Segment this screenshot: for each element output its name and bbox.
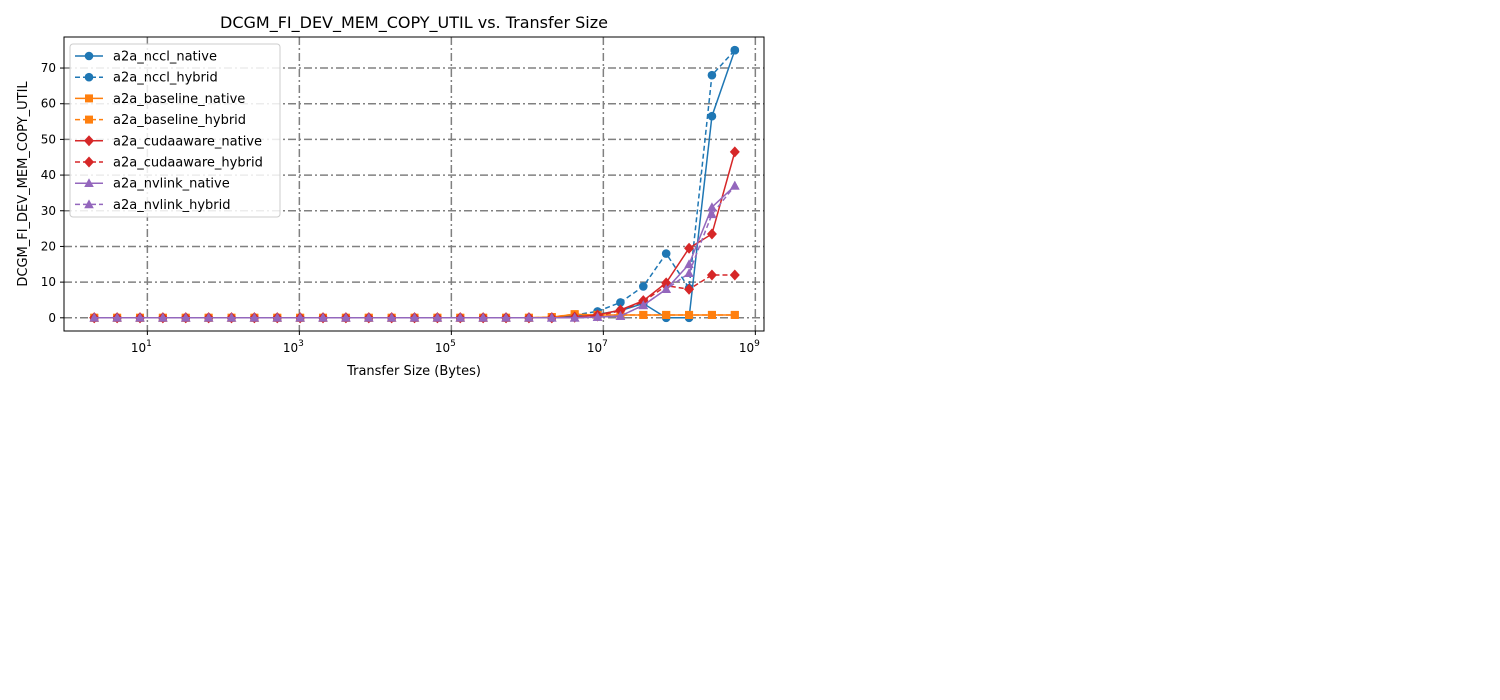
- data-point: [685, 310, 694, 319]
- axis-ticks: 101 103 105 107 109 0 10 20 30 40 50 60 70: [41, 61, 760, 355]
- legend-label: a2a_baseline_hybrid: [113, 113, 246, 128]
- data-point: [363, 312, 374, 322]
- data-point: [180, 312, 191, 322]
- legend-item: a2a_cudaaware_native: [75, 134, 262, 149]
- data-point: [707, 202, 717, 211]
- chart-title: DCGM_FI_DEV_MEM_COPY_UTIL vs. Transfer S…: [220, 13, 608, 33]
- data-point: [318, 312, 328, 322]
- data-point: [662, 310, 671, 319]
- legend-label: a2a_nccl_native: [113, 50, 217, 65]
- data-point: [706, 269, 717, 281]
- data-point: [478, 312, 488, 322]
- data-point: [707, 310, 716, 319]
- data-point: [639, 282, 648, 291]
- legend-item: a2a_nvlink_hybrid: [75, 198, 231, 213]
- x-tick-label: 107: [587, 339, 608, 355]
- data-point: [684, 242, 695, 254]
- y-tick-label: 30: [41, 204, 56, 218]
- plot-frame: [63, 36, 765, 332]
- y-tick-label: 0: [48, 311, 56, 325]
- data-point: [706, 228, 717, 240]
- legend-box: [69, 43, 281, 218]
- x-tick-label: 105: [435, 339, 456, 355]
- data-point: [89, 312, 100, 322]
- data-point: [546, 312, 557, 322]
- data-point: [272, 312, 283, 322]
- legend: a2a_nccl_native a2a_nccl_hybrid a2a_baseli…: [69, 43, 281, 218]
- data-point: [203, 312, 214, 322]
- x-tick-label: 109: [739, 339, 760, 355]
- data-point: [730, 180, 740, 190]
- legend-item: a2a_nccl_hybrid: [75, 71, 218, 86]
- legend-item: a2a_cudaaware_hybrid: [75, 156, 263, 171]
- series-a2a_nvlink_hybrid: [89, 180, 740, 322]
- data-point: [112, 312, 122, 322]
- y-axis-label: DCGM_FI_DEV_MEM_COPY_UTIL: [16, 81, 31, 287]
- data-point: [638, 300, 649, 310]
- data-point: [432, 312, 443, 322]
- data-point: [524, 312, 534, 322]
- legend-label: a2a_cudaaware_native: [113, 134, 262, 149]
- legend-item: a2a_nccl_native: [75, 50, 217, 65]
- y-tick-label: 70: [41, 61, 56, 75]
- x-tick-label: 101: [131, 339, 152, 355]
- legend-item: a2a_nvlink_native: [75, 177, 230, 192]
- data-point: [707, 111, 717, 121]
- y-tick-label: 10: [41, 275, 56, 289]
- legend-marker: [84, 178, 94, 187]
- legend-marker: [84, 135, 94, 147]
- data-point: [661, 249, 671, 258]
- data-point: [661, 284, 671, 294]
- legend-label: a2a_nccl_hybrid: [113, 71, 218, 86]
- legend-label: a2a_nvlink_native: [113, 177, 230, 192]
- data-point: [730, 310, 739, 319]
- data-point: [639, 310, 648, 319]
- data-point: [569, 312, 580, 322]
- data-point: [615, 305, 626, 317]
- legend-marker: [85, 115, 93, 124]
- data-point: [707, 70, 717, 80]
- data-point: [135, 312, 145, 322]
- x-axis-label: Transfer Size (Bytes): [346, 364, 481, 379]
- legend-marker: [85, 94, 93, 103]
- data-point: [249, 312, 260, 322]
- data-point: [615, 311, 626, 320]
- y-tick-label: 50: [41, 132, 56, 146]
- data-point: [386, 312, 397, 322]
- data-point: [341, 312, 351, 322]
- data-point: [158, 312, 168, 322]
- x-tick-label: 103: [283, 339, 304, 355]
- legend-item: a2a_baseline_native: [75, 92, 245, 107]
- legend-label: a2a_nvlink_hybrid: [113, 198, 231, 213]
- data-point: [592, 312, 603, 321]
- data-point: [730, 45, 740, 55]
- legend-marker: [84, 51, 94, 61]
- series-layer: [89, 45, 740, 324]
- data-point: [501, 312, 511, 322]
- data-point: [729, 146, 740, 158]
- y-tick-label: 60: [41, 97, 56, 111]
- legend-marker: [84, 199, 94, 209]
- data-point: [409, 312, 420, 322]
- data-point: [295, 312, 305, 322]
- y-tick-label: 20: [41, 239, 56, 253]
- data-point: [684, 268, 694, 277]
- legend-marker: [84, 156, 94, 168]
- data-point: [707, 209, 717, 219]
- legend-marker: [84, 72, 94, 82]
- y-tick-label: 40: [41, 168, 56, 182]
- data-point: [455, 312, 466, 322]
- legend-label: a2a_baseline_native: [113, 92, 245, 107]
- data-point: [226, 312, 237, 322]
- data-point: [684, 283, 695, 295]
- data-point: [684, 259, 694, 269]
- data-point: [729, 269, 740, 281]
- legend-item: a2a_baseline_hybrid: [75, 113, 246, 128]
- data-point: [616, 298, 625, 307]
- legend-label: a2a_cudaaware_hybrid: [113, 156, 263, 171]
